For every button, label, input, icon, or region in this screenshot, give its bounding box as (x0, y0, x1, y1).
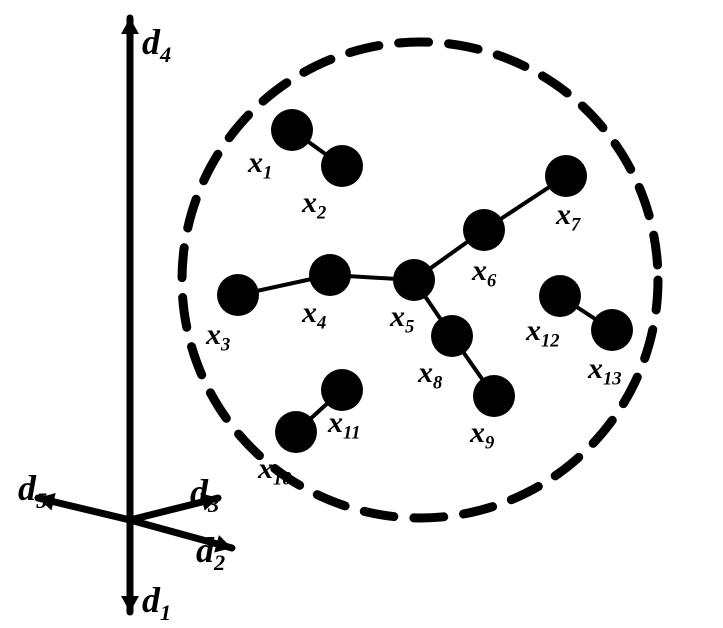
axis-label-d1: d1 (142, 580, 171, 625)
node-label-x12: x12 (525, 314, 560, 352)
node-label-x6: x6 (471, 254, 497, 292)
node-label-x8: x8 (417, 356, 443, 394)
axis-label-d2: d2 (196, 530, 225, 575)
axis-d2 (130, 520, 232, 548)
node-x2 (321, 145, 363, 187)
node-label-x11: x11 (327, 406, 361, 444)
node-label-x10: x10 (257, 452, 292, 490)
node-x10 (275, 411, 317, 453)
node-label-x13: x13 (587, 352, 622, 390)
node-label-x4: x4 (301, 296, 326, 334)
node-x13 (591, 309, 633, 351)
node-x6 (463, 209, 505, 251)
node-x7 (545, 155, 587, 197)
axis-d5 (38, 498, 130, 520)
node-x1 (271, 109, 313, 151)
axis-label-d4: d4 (142, 22, 171, 67)
node-label-x5: x5 (389, 300, 414, 338)
axis-label-d5: d5 (18, 468, 47, 513)
node-x3 (217, 274, 259, 316)
node-label-x9: x9 (469, 416, 494, 454)
axes-group (38, 18, 232, 612)
node-label-x1: x1 (247, 146, 272, 184)
diagram-canvas: d1 d2 d3 d4 d5 x1 x2 x3 x4 x5 x6 x7 x8 x9 x10 x11 x12 x13 (0, 0, 723, 628)
labels-group: d1 d2 d3 d4 d5 x1 x2 x3 x4 x5 x6 x7 x8 x9 x10 x11 x12 x13 (18, 22, 622, 625)
node-x11 (321, 369, 363, 411)
node-x5 (393, 259, 435, 301)
node-x12 (539, 275, 581, 317)
node-label-x3: x3 (205, 318, 230, 356)
nodes-group (217, 109, 633, 453)
node-x9 (473, 375, 515, 417)
node-x8 (431, 315, 473, 357)
node-label-x2: x2 (301, 186, 326, 224)
axis-label-d3: d3 (190, 472, 219, 517)
node-label-x7: x7 (555, 198, 581, 236)
node-x4 (309, 254, 351, 296)
